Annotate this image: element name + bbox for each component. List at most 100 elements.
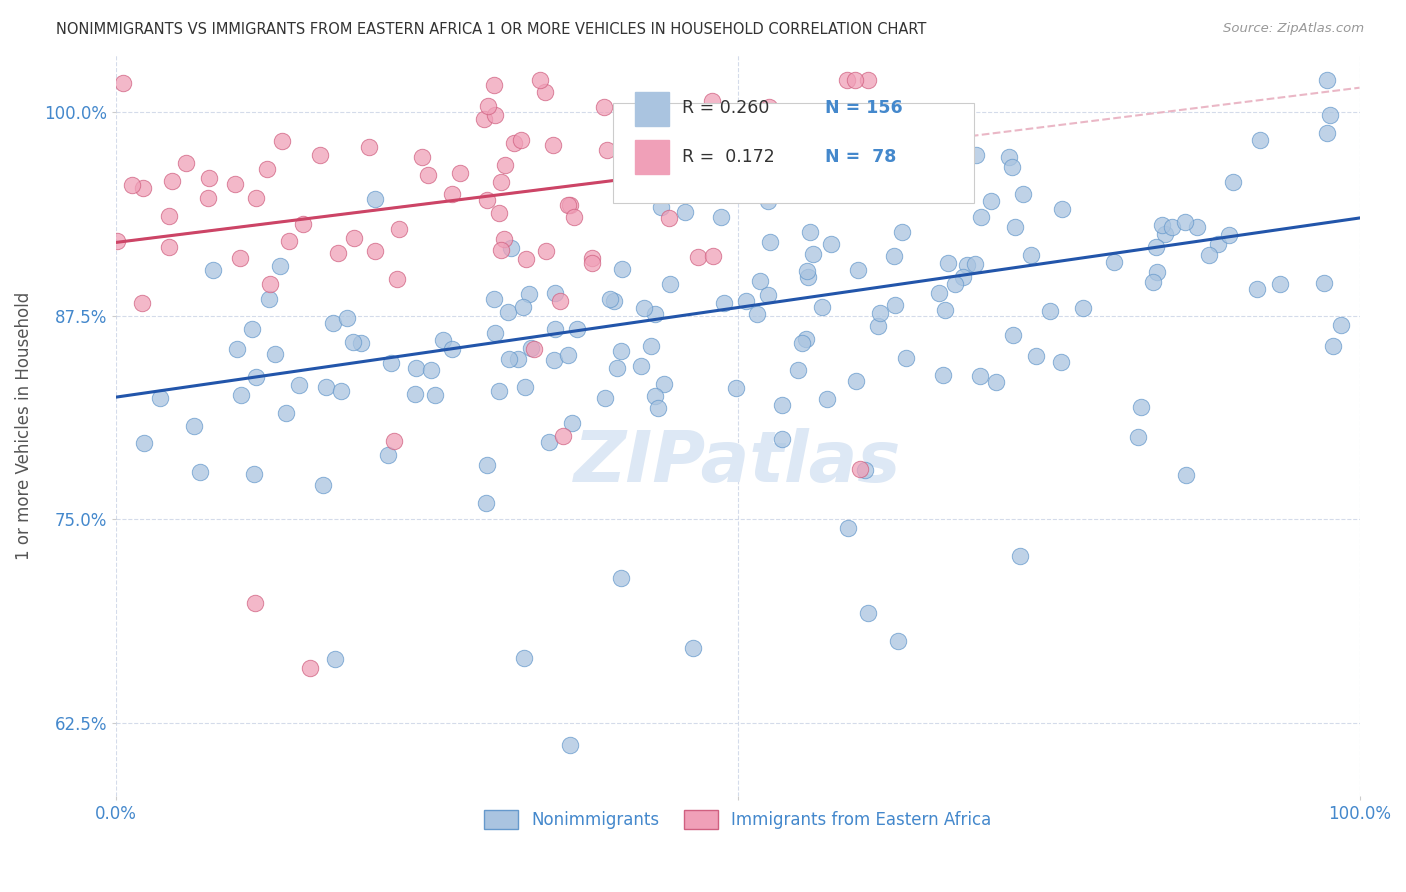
- Point: [298, 661, 321, 675]
- Point: [956, 258, 979, 272]
- Point: [541, 138, 564, 153]
- Point: [288, 378, 311, 392]
- Point: [243, 596, 266, 610]
- Point: [534, 85, 557, 99]
- Point: [475, 458, 498, 472]
- Point: [134, 436, 156, 450]
- Point: [1011, 186, 1033, 201]
- Point: [640, 339, 662, 353]
- Text: R =  0.172: R = 0.172: [682, 148, 775, 167]
- Point: [1142, 275, 1164, 289]
- Point: [512, 300, 534, 314]
- Text: ZIPatlas: ZIPatlas: [574, 428, 901, 497]
- Point: [997, 150, 1019, 164]
- Point: [735, 293, 758, 308]
- Point: [796, 264, 818, 278]
- Point: [823, 186, 845, 200]
- Point: [440, 343, 463, 357]
- Point: [690, 142, 713, 156]
- Point: [644, 307, 666, 321]
- Point: [315, 380, 337, 394]
- Point: [197, 171, 219, 186]
- Point: [748, 274, 770, 288]
- Point: [420, 363, 443, 377]
- Point: [499, 242, 522, 256]
- Point: [328, 245, 350, 260]
- Point: [652, 176, 675, 190]
- Point: [441, 186, 464, 201]
- Point: [1249, 133, 1271, 147]
- Point: [411, 150, 433, 164]
- Point: [610, 262, 633, 277]
- Point: [517, 287, 540, 301]
- Point: [502, 136, 524, 150]
- Point: [883, 249, 905, 263]
- Point: [1144, 240, 1167, 254]
- Point: [269, 259, 291, 273]
- Point: [592, 100, 614, 114]
- Point: [1174, 467, 1197, 482]
- Point: [382, 434, 405, 449]
- Point: [633, 301, 655, 315]
- Point: [1174, 215, 1197, 229]
- Point: [484, 326, 506, 340]
- Point: [1268, 277, 1291, 291]
- Point: [477, 99, 499, 113]
- Point: [928, 286, 950, 301]
- Point: [544, 322, 567, 336]
- Point: [595, 143, 617, 157]
- Point: [121, 178, 143, 192]
- Point: [855, 463, 877, 477]
- Point: [259, 277, 281, 292]
- Text: R = 0.260: R = 0.260: [682, 100, 769, 118]
- Point: [494, 158, 516, 172]
- Point: [228, 251, 250, 265]
- Point: [105, 234, 128, 248]
- Point: [224, 177, 246, 191]
- Point: [810, 300, 832, 314]
- Point: [647, 401, 669, 415]
- Point: [488, 384, 510, 398]
- Point: [364, 244, 387, 258]
- Point: [291, 217, 314, 231]
- Point: [713, 295, 735, 310]
- Point: [242, 467, 264, 481]
- Point: [759, 235, 782, 249]
- Point: [492, 231, 515, 245]
- Point: [637, 131, 659, 145]
- Point: [562, 210, 585, 224]
- Point: [336, 310, 359, 325]
- Point: [342, 335, 364, 350]
- Point: [581, 256, 603, 270]
- Point: [157, 209, 180, 223]
- Point: [245, 191, 267, 205]
- Point: [388, 222, 411, 236]
- Point: [980, 194, 1002, 208]
- Point: [330, 384, 353, 398]
- Point: [891, 225, 914, 239]
- Point: [965, 148, 987, 162]
- Point: [630, 359, 652, 374]
- Point: [359, 140, 381, 154]
- Point: [1316, 72, 1339, 87]
- Point: [538, 435, 561, 450]
- Point: [309, 148, 332, 162]
- Point: [770, 432, 793, 446]
- Point: [934, 302, 956, 317]
- Point: [1154, 227, 1177, 241]
- Point: [484, 108, 506, 122]
- Point: [869, 306, 891, 320]
- Point: [1208, 236, 1230, 251]
- Point: [828, 149, 851, 163]
- Point: [1330, 318, 1353, 332]
- Point: [1025, 349, 1047, 363]
- Point: [529, 72, 551, 87]
- Point: [725, 381, 748, 395]
- FancyBboxPatch shape: [634, 140, 669, 174]
- Point: [1160, 219, 1182, 234]
- Point: [557, 198, 579, 212]
- Point: [1218, 227, 1240, 242]
- Point: [1001, 160, 1024, 174]
- Point: [278, 234, 301, 248]
- Point: [856, 72, 879, 87]
